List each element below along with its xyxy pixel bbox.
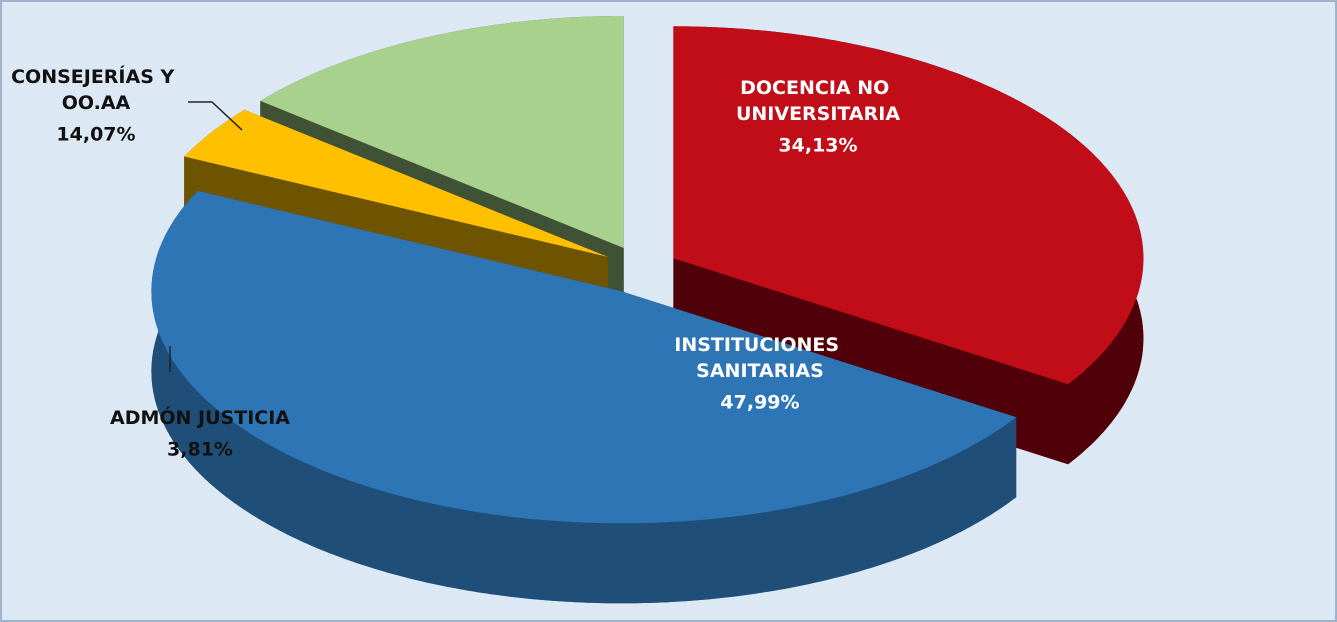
label-line: INSTITUCIONES [674, 334, 845, 356]
pie [151, 16, 1144, 604]
slice-label: CONSEJERÍAS Y OO.AA [11, 65, 181, 114]
slice-side [151, 190, 1017, 604]
label-line: DOCENCIA NO [740, 77, 896, 99]
slice-label: INSTITUCIONES SANITARIAS [674, 334, 845, 382]
leader-line [188, 101, 243, 131]
label-line: OO.AA [62, 92, 131, 114]
value-label: 14,07% [56, 124, 135, 146]
label-line: ADMÓN JUSTICIA [110, 405, 290, 429]
label-line: CONSEJERÍAS Y [11, 65, 181, 88]
label-line: UNIVERSITARIA [736, 103, 900, 125]
slice [673, 26, 1144, 385]
slice-label: ADMÓN JUSTICIA [110, 405, 290, 429]
labels: DOCENCIA NO UNIVERSITARIA 34,13% INSTITUCI… [11, 65, 900, 461]
value-label: 47,99% [720, 392, 799, 414]
value-label: 3,81% [167, 439, 233, 461]
slice [260, 16, 624, 248]
slice [184, 109, 608, 257]
slice-label: DOCENCIA NO UNIVERSITARIA [736, 77, 900, 125]
slice [151, 190, 1017, 524]
value-label: 34,13% [778, 135, 857, 157]
label-line: SANITARIAS [696, 360, 824, 382]
